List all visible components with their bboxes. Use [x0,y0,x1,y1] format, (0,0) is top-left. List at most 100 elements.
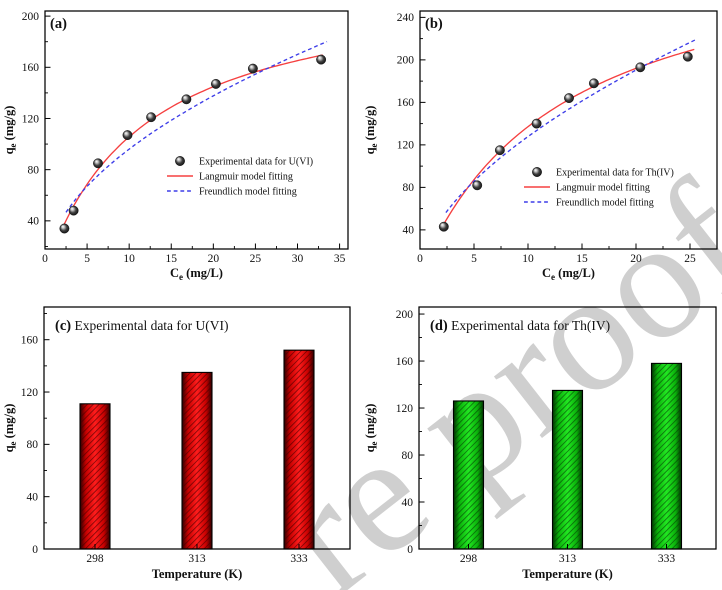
y-tick-label: 240 [397,12,415,24]
freundlich-curve [445,39,696,214]
plot-frame [419,10,718,250]
data-point [682,51,693,62]
legend-label: Experimental data for U(VI) [199,157,313,168]
data-point [93,158,103,169]
bar-hatch-333 [284,350,314,549]
plot-frame [43,306,351,550]
data-point [181,94,192,105]
data-point [564,93,574,104]
legend: Experimental data for U(VI) Langmuir mode… [167,156,313,198]
y-tick-label: 120 [22,113,40,125]
bar-hatch-333 [651,363,682,549]
data-point [247,63,258,74]
y-tick-label: 80 [27,439,39,451]
x-tick-label: 5 [84,253,90,265]
y-tick-label: 200 [396,309,414,321]
x-axis-label: Temperature (K) [152,567,243,581]
y-tick-label: 120 [397,140,415,152]
bar-hatch-313 [552,390,583,549]
x-axis-label: Ce (mg/L) [170,266,223,282]
data-point [210,79,221,89]
y-tick-label: 160 [21,335,39,347]
legend-sphere-marker [175,156,185,166]
x-axis-label: Ce (mg/L) [542,266,595,282]
freundlich-curve [65,40,328,213]
y-tick-label: 40 [402,497,414,509]
langmuir-curve [62,54,323,226]
panel-title: (c) Experimental data for U(VI) [55,318,229,334]
plot-frame [418,306,717,550]
x-tick-label: 333 [290,553,308,565]
y-tick-label: 40 [28,216,40,228]
x-axis-label: Temperature (K) [522,567,613,581]
x-tick-label: 15 [576,253,588,265]
legend-label: Langmuir model fitting [199,172,293,183]
y-axis-label: qe (mg/g) [363,404,379,453]
bar-hatch-313 [182,372,212,549]
legend-label: Langmuir model fitting [556,183,650,194]
y-axis-label: qe (mg/g) [2,106,18,155]
bar-hatch-298 [80,403,110,549]
x-tick-label: 25 [250,253,262,265]
y-tick-label: 80 [28,164,40,176]
y-tick-label: 40 [27,491,39,503]
y-tick-label: 0 [32,544,38,556]
panel-b-chart: 0 5 10 15 20 25 40 80 120 160 200 240 (b) Experimenta… [363,10,718,282]
x-tick-label: 15 [166,253,178,265]
y-tick-label: 80 [403,182,415,194]
y-tick-label: 120 [21,387,39,399]
y-axis-label: qe (mg/g) [363,106,379,155]
y-tick-label: 200 [22,11,40,23]
data-point [438,221,449,232]
panel-label: (a) [50,16,67,32]
x-tick-label: 0 [417,253,423,265]
x-tick-label: 10 [123,253,135,265]
data-point [635,62,646,73]
legend-label: Freundlich model fitting [199,187,297,198]
data-point [531,118,542,129]
y-tick-label: 200 [397,55,415,67]
data-point [122,130,133,141]
y-tick-label: 40 [403,225,415,237]
y-tick-label: 120 [396,403,414,415]
data-point [588,78,599,89]
data-point [316,54,326,65]
bar-hatch-298 [453,400,484,549]
legend-label: Freundlich model fitting [556,198,654,209]
data-point [68,205,79,216]
data-point [494,145,505,156]
legend-sphere-marker [532,167,542,177]
y-axis-label: qe (mg/g) [2,404,18,453]
plot-frame [44,10,349,250]
x-tick-label: 333 [658,553,676,565]
x-tick-label: 0 [42,253,48,265]
y-tick-label: 160 [397,97,415,109]
y-tick-label: 0 [407,544,413,556]
y-tick-label: 80 [402,450,414,462]
x-tick-label: 25 [684,253,696,265]
panel-c-chart: 0 40 80 120 160 298 313 333 (c) Experimental dat… [2,306,351,581]
x-tick-label: 313 [559,553,577,565]
x-tick-label: 298 [86,553,104,565]
data-point [59,223,70,234]
x-tick-label: 20 [630,253,642,265]
x-tick-label: 5 [471,253,477,265]
panel-title: (d) Experimental data for Th(IV) [430,318,610,334]
data-point [146,112,157,123]
x-tick-label: 35 [334,253,346,265]
x-tick-label: 298 [460,553,478,565]
legend: Experimental data for Th(IV) Langmuir mod… [524,167,674,209]
x-tick-label: 10 [522,253,534,265]
panel-d-chart: 0 40 80 120 160 200 298 313 333 (d) Experimental … [363,306,717,581]
panel-label: (b) [425,16,443,32]
x-tick-label: 313 [188,553,206,565]
data-point [472,180,483,191]
y-tick-label: 160 [396,356,414,368]
panel-a-chart: 0 5 10 15 20 25 30 35 40 80 120 160 200 (a) Experiment… [2,10,349,282]
x-tick-label: 30 [292,253,304,265]
y-tick-label: 160 [22,62,40,74]
legend-label: Experimental data for Th(IV) [556,168,674,179]
x-tick-label: 20 [208,253,220,265]
